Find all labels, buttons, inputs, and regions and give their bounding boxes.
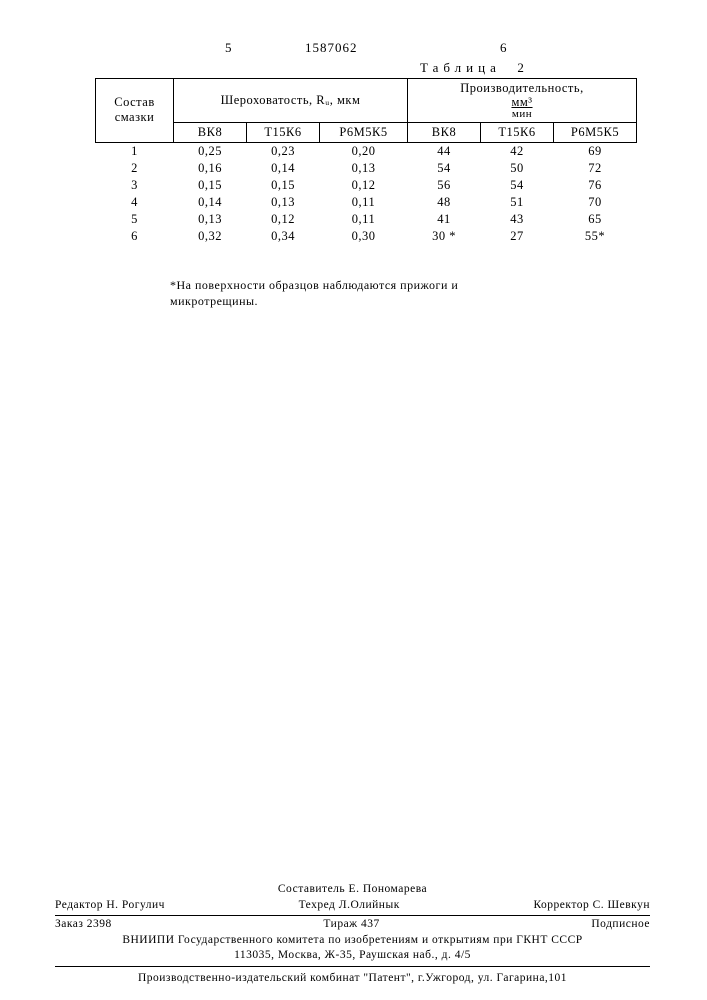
table-footnote: *На поверхности образцов наблюдаются при… — [170, 278, 520, 309]
table-cell: 0,25 — [174, 142, 247, 160]
table-cell: 70 — [554, 194, 637, 211]
table-cell: 76 — [554, 177, 637, 194]
col-header-r6m5k5-roughness: Р6М5К5 — [320, 122, 408, 142]
table-cell: 65 — [554, 211, 637, 228]
table-row: 10,250,230,20444269 — [96, 142, 637, 160]
table-cell: 43 — [481, 211, 554, 228]
table-cell: 42 — [481, 142, 554, 160]
table-cell: 72 — [554, 160, 637, 177]
table-cell: 69 — [554, 142, 637, 160]
address: 113035, Москва, Ж-35, Раушская наб., д. … — [55, 948, 650, 967]
table-row: 30,150,150,12565476 — [96, 177, 637, 194]
table-cell: 55* — [554, 228, 637, 245]
table-cell: 0,30 — [320, 228, 408, 245]
table-caption-word: Таблица — [420, 60, 501, 75]
table-cell: 0,15 — [174, 177, 247, 194]
table-cell: 27 — [481, 228, 554, 245]
table-caption: Таблица 2 — [420, 60, 525, 76]
page-number-left: 5 — [225, 40, 232, 56]
page-number-right: 6 — [500, 40, 507, 56]
table-cell: 5 — [96, 211, 174, 228]
table-cell: 30 * — [408, 228, 481, 245]
col-header-t15k6-roughness: Т15К6 — [247, 122, 320, 142]
data-table: Состав смазки Шероховатость, Rᵤ, мкм Про… — [95, 78, 637, 245]
publisher: Производственно-издательский комбинат "П… — [55, 971, 650, 987]
table-cell: 1 — [96, 142, 174, 160]
table-cell: 0,15 — [247, 177, 320, 194]
table-cell: 3 — [96, 177, 174, 194]
document-number: 1587062 — [305, 40, 358, 56]
col-header-r6m5k5-productivity: Р6М5К5 — [554, 122, 637, 142]
table-cell: 41 — [408, 211, 481, 228]
corrector-credit: Корректор С. Шевкун — [533, 898, 650, 914]
table-cell: 0,32 — [174, 228, 247, 245]
productivity-label: Производительность, — [460, 81, 583, 95]
table-cell: 6 — [96, 228, 174, 245]
page-header: 5 1587062 6 — [0, 0, 707, 60]
circulation: Тираж 437 — [323, 917, 379, 933]
productivity-unit: мм³ мин — [511, 96, 532, 120]
table-cell: 0,14 — [247, 160, 320, 177]
order-number: Заказ 2398 — [55, 917, 112, 933]
table-cell: 2 — [96, 160, 174, 177]
table-cell: 0,13 — [320, 160, 408, 177]
table-cell: 0,13 — [247, 194, 320, 211]
table-caption-number: 2 — [517, 60, 525, 75]
table-row: 40,140,130,11485170 — [96, 194, 637, 211]
editor-credit: Редактор Н. Рогулич — [55, 898, 165, 914]
table-cell: 56 — [408, 177, 481, 194]
table-cell: 0,11 — [320, 194, 408, 211]
subscription-mark: Подписное — [591, 917, 650, 933]
table-cell: 0,12 — [247, 211, 320, 228]
table-cell: 51 — [481, 194, 554, 211]
table-cell: 0,12 — [320, 177, 408, 194]
table-cell: 54 — [408, 160, 481, 177]
compiler-credit: Составитель Е. Пономарева — [55, 882, 650, 898]
table-cell: 0,20 — [320, 142, 408, 160]
table-cell: 0,11 — [320, 211, 408, 228]
table-cell: 0,23 — [247, 142, 320, 160]
col-header-vk8-roughness: ВК8 — [174, 122, 247, 142]
techred-credit: Техред Л.Олийнык — [299, 898, 400, 914]
col-header-composition: Состав смазки — [96, 79, 174, 143]
col-header-roughness: Шероховатость, Rᵤ, мкм — [174, 79, 408, 123]
table-cell: 0,13 — [174, 211, 247, 228]
table-row: 50,130,120,11414365 — [96, 211, 637, 228]
table-cell: 48 — [408, 194, 481, 211]
table-cell: 0,14 — [174, 194, 247, 211]
gov-committee: ВНИИПИ Государственного комитета по изоб… — [55, 933, 650, 949]
table-cell: 54 — [481, 177, 554, 194]
col-header-t15k6-productivity: Т15К6 — [481, 122, 554, 142]
table-cell: 0,34 — [247, 228, 320, 245]
table-cell: 44 — [408, 142, 481, 160]
table-cell: 4 — [96, 194, 174, 211]
table-row: 20,160,140,13545072 — [96, 160, 637, 177]
table-cell: 0,16 — [174, 160, 247, 177]
imprint-block: Составитель Е. Пономарева Редактор Н. Ро… — [55, 882, 650, 986]
col-header-productivity: Производительность, мм³ мин — [408, 79, 637, 123]
table-cell: 50 — [481, 160, 554, 177]
table-row: 60,320,340,3030 *2755* — [96, 228, 637, 245]
col-header-vk8-productivity: ВК8 — [408, 122, 481, 142]
table-body: 10,250,230,2044426920,160,140,1354507230… — [96, 142, 637, 245]
